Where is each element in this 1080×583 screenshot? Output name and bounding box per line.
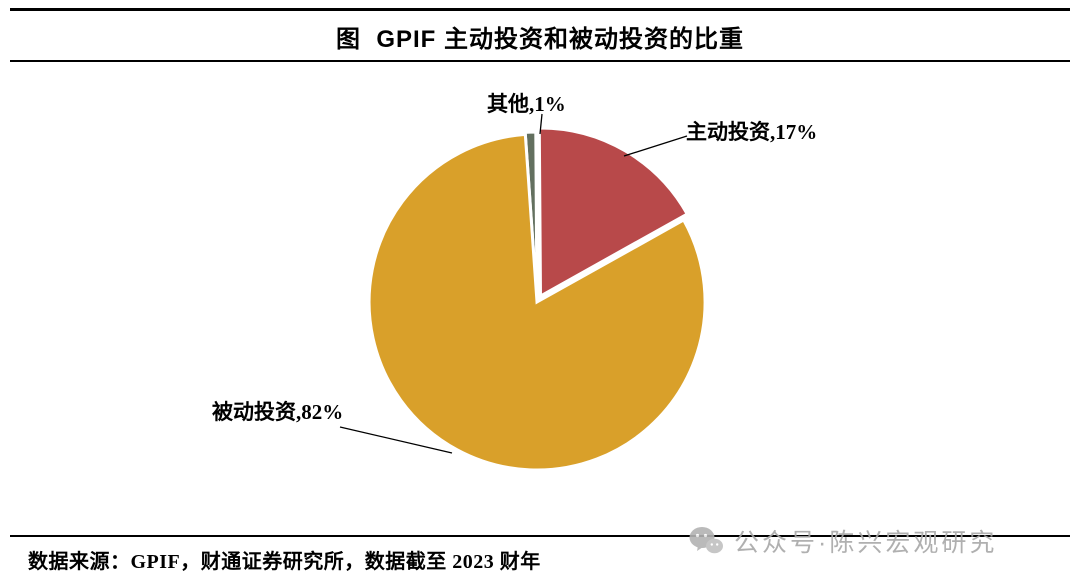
watermark: 公众号·陈兴宏观研究 xyxy=(688,523,997,559)
pie-chart xyxy=(339,113,707,472)
pie-slice-主动投资 xyxy=(537,126,690,299)
pie-label-other: 其他,1% xyxy=(487,92,566,116)
pie-slice-被动投资 xyxy=(367,132,707,472)
chart-title: 图 GPIF 主动投资和被动投资的比重 xyxy=(335,26,744,53)
leader-lines xyxy=(339,113,688,454)
title-bottom-rule xyxy=(10,60,1070,62)
pie-label-active: 主动投资,17% xyxy=(686,120,818,144)
footer-rule xyxy=(10,535,1070,537)
wechat-icon xyxy=(689,527,723,554)
leader-line-active xyxy=(623,135,688,157)
pie-slices xyxy=(367,126,707,472)
leader-line-other xyxy=(539,113,543,135)
data-source-note: 数据来源：GPIF，财通证券研究所，数据截至 2023 财年 xyxy=(28,551,541,573)
leader-line-passive xyxy=(339,426,453,454)
watermark-text: 公众号·陈兴宏观研究 xyxy=(734,529,998,557)
pie-label-passive: 被动投资,82% xyxy=(212,400,344,424)
top-rule xyxy=(10,8,1070,11)
